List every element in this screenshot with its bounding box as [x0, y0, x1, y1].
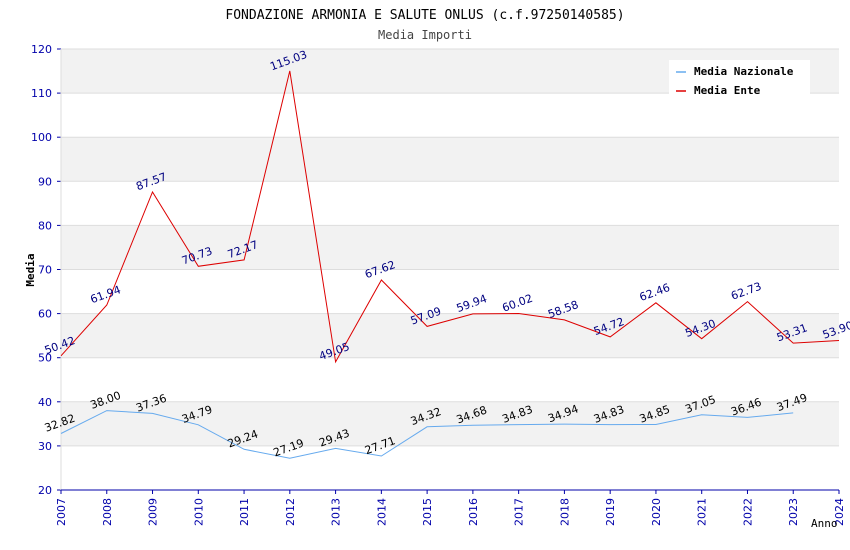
x-tick-label: 2015	[421, 498, 434, 526]
x-tick-label: 2008	[101, 498, 114, 526]
data-label: 59.94	[455, 292, 489, 315]
x-tick-label: 2019	[604, 498, 617, 526]
data-label: 60.02	[500, 292, 534, 315]
x-tick-label: 2020	[650, 498, 663, 526]
series-line	[60, 70, 840, 364]
x-tick-label: 2013	[330, 498, 343, 526]
y-tick-label: 120	[31, 43, 52, 56]
series-line	[60, 410, 794, 459]
x-tick-label: 2021	[696, 498, 709, 526]
y-tick-label: 110	[31, 87, 52, 100]
y-tick-label: 60	[38, 308, 52, 321]
x-tick-label: 2024	[833, 498, 846, 526]
x-tick-label: 2017	[513, 498, 526, 526]
series-lines	[60, 70, 840, 459]
y-tick-label: 40	[38, 396, 52, 409]
background-band	[61, 225, 839, 270]
background-band	[61, 137, 839, 182]
data-label: 62.73	[729, 280, 763, 303]
x-tick-label: 2022	[741, 498, 754, 526]
chart-subtitle: Media Importi	[378, 28, 472, 42]
x-tick-label: 2009	[147, 498, 160, 526]
x-tick-label: 2018	[558, 498, 571, 526]
y-axis-label: Media	[24, 253, 37, 286]
background-bands	[61, 49, 839, 446]
y-tick-label: 50	[38, 352, 52, 365]
background-band	[61, 313, 839, 358]
x-axis: 2007 2008 2009 2010 2011 2012 2013 2014 2015 2016…	[55, 489, 846, 526]
legend-label: Media Nazionale	[694, 65, 794, 78]
y-tick-label: 20	[38, 484, 52, 497]
y-axis: 20 30 40 50 60 70 80 90 100 110 120	[31, 43, 62, 497]
data-label: 61.94	[89, 283, 123, 306]
y-tick-label: 30	[38, 440, 52, 453]
x-tick-label: 2014	[375, 498, 388, 526]
legend-box	[669, 60, 810, 98]
y-tick-label: 80	[38, 219, 52, 232]
chart-title: FONDAZIONE ARMONIA E SALUTE ONLUS (c.f.9…	[225, 8, 624, 23]
x-tick-label: 2012	[284, 498, 297, 526]
y-tick-label: 100	[31, 131, 52, 144]
x-tick-label: 2016	[467, 498, 480, 526]
x-tick-label: 2010	[192, 498, 205, 526]
y-tick-label: 90	[38, 175, 52, 188]
gridlines	[61, 48, 839, 491]
legend-label: Media Ente	[694, 84, 761, 97]
x-tick-label: 2011	[238, 498, 251, 526]
x-tick-label: 2023	[787, 498, 800, 526]
legend: Media Nazionale Media Ente	[669, 60, 810, 98]
y-tick-label: 70	[38, 264, 52, 277]
background-band	[61, 401, 839, 446]
data-label: 62.46	[638, 281, 672, 304]
x-tick-label: 2007	[55, 498, 68, 526]
x-axis-label: Anno	[811, 517, 838, 530]
